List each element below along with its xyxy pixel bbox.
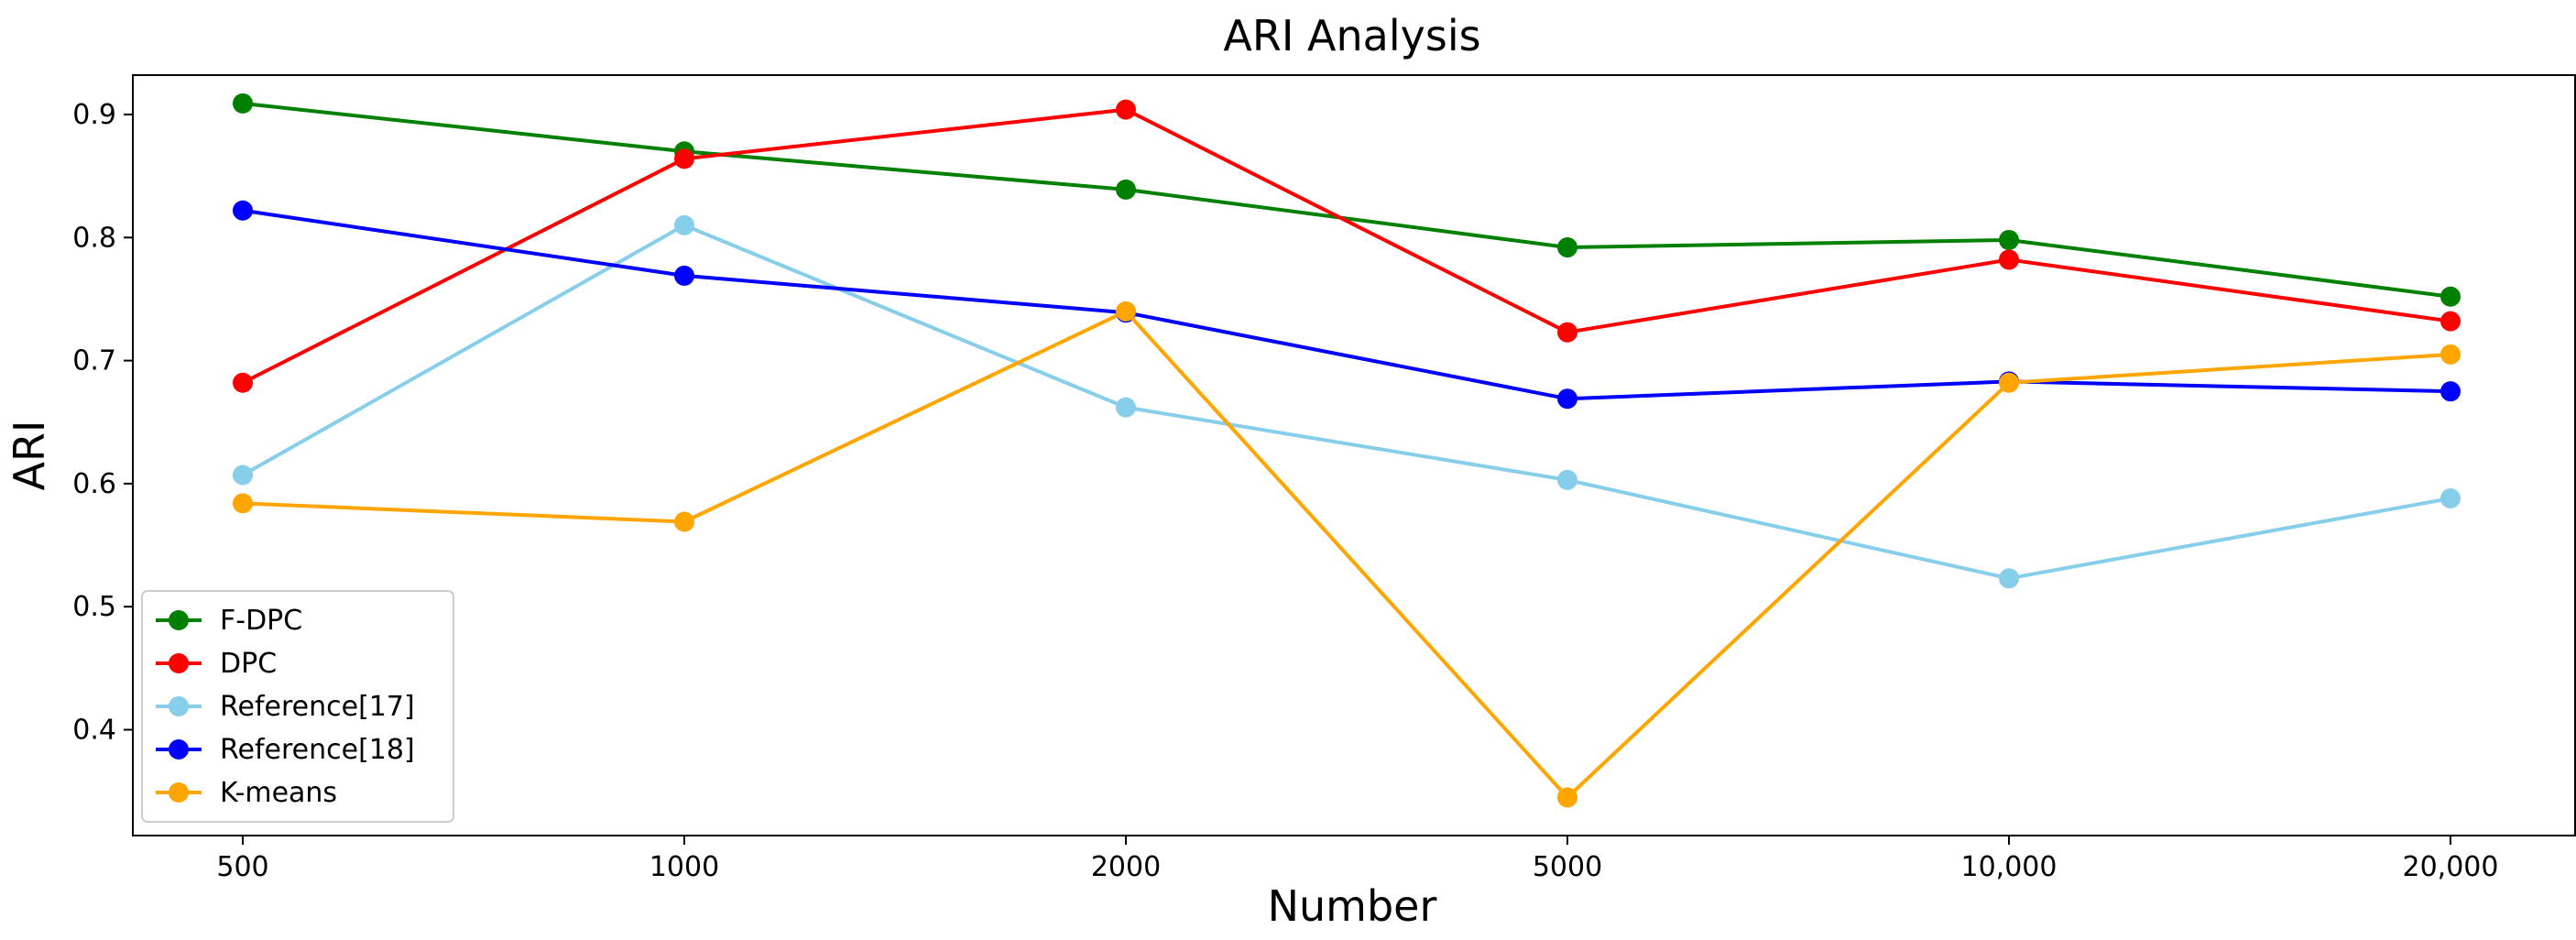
- data-point-dpc: [1999, 249, 2019, 270]
- data-point-f-dpc: [1999, 229, 2019, 250]
- x-axis-label: Number: [1268, 881, 1437, 931]
- data-point-dpc: [1557, 322, 1577, 343]
- y-tick-label: 0.8: [72, 222, 116, 254]
- legend-item-dpc: DPC: [156, 648, 277, 680]
- y-axis: 0.4 0.5 0.6 0.7 0.8 0.9: [72, 99, 133, 746]
- data-point-k-means: [1116, 301, 1136, 322]
- legend: F-DPC DPC Reference[17] Reference[18] K-mean…: [141, 590, 454, 823]
- data-point-reference-17: [1116, 397, 1136, 418]
- plot-area: [132, 74, 2576, 836]
- legend-label: F-DPC: [220, 605, 302, 637]
- legend-label: K-means: [220, 777, 337, 809]
- x-tick-label: 1000: [649, 851, 719, 883]
- data-point-reference-17: [2440, 488, 2461, 509]
- legend-swatch-marker: [169, 696, 189, 716]
- x-tick-label: 20,000: [2403, 851, 2499, 883]
- y-tick-label: 0.5: [72, 591, 116, 623]
- series-dpc: [233, 99, 2461, 393]
- x-tick-label: 5000: [1533, 851, 1602, 883]
- data-point-reference-17: [233, 465, 253, 486]
- y-tick-label: 0.6: [72, 468, 116, 500]
- data-point-k-means: [233, 493, 253, 514]
- data-point-k-means: [1999, 372, 2019, 393]
- legend-label: Reference[18]: [220, 734, 415, 766]
- series-k-means: [233, 301, 2461, 808]
- x-tick-label: 2000: [1091, 851, 1161, 883]
- series-layer: [233, 93, 2461, 808]
- x-tick-label: 10,000: [1961, 851, 2058, 883]
- y-tick-label: 0.4: [72, 714, 116, 746]
- data-point-reference-18: [674, 265, 694, 286]
- data-point-reference-18: [233, 200, 253, 221]
- data-point-dpc: [2440, 311, 2461, 332]
- series-line-reference-18: [242, 208, 2451, 401]
- data-point-f-dpc: [233, 93, 253, 114]
- data-point-reference-18: [2440, 381, 2461, 402]
- data-point-dpc: [233, 372, 253, 393]
- series-reference-18: [233, 200, 2461, 410]
- series-line-dpc: [242, 107, 2451, 385]
- y-axis-label: ARI: [5, 421, 54, 491]
- data-point-k-means: [674, 511, 694, 532]
- chart-title: ARI Analysis: [1223, 11, 1480, 60]
- legend-item-f-dpc: F-DPC: [156, 605, 302, 637]
- series-reference-17: [233, 214, 2461, 589]
- legend-label: DPC: [220, 648, 277, 680]
- legend-item-k-means: K-means: [156, 777, 337, 809]
- series-line-reference-17: [242, 223, 2451, 581]
- legend-item-reference-18: Reference[18]: [156, 734, 415, 766]
- series-f-dpc: [233, 93, 2461, 307]
- series-line-k-means: [242, 309, 2451, 800]
- data-point-reference-17: [1999, 568, 2019, 589]
- data-point-k-means: [1557, 787, 1577, 808]
- x-tick-label: 500: [216, 851, 268, 883]
- data-point-reference-17: [1557, 469, 1577, 490]
- data-point-reference-17: [674, 214, 694, 235]
- legend-label: Reference[17]: [220, 691, 415, 723]
- data-point-reference-18: [1557, 388, 1577, 410]
- y-tick-label: 0.7: [72, 345, 116, 377]
- series-line-f-dpc: [242, 101, 2451, 299]
- data-point-f-dpc: [1116, 179, 1136, 200]
- data-point-f-dpc: [1557, 237, 1577, 258]
- legend-swatch-marker: [169, 739, 189, 760]
- data-point-k-means: [2440, 344, 2461, 365]
- legend-swatch-marker: [169, 653, 189, 673]
- legend-box: [141, 590, 454, 823]
- legend-swatch-marker: [169, 782, 189, 803]
- legend-swatch-marker: [169, 610, 189, 630]
- legend-item-reference-17: Reference[17]: [156, 691, 415, 723]
- data-point-f-dpc: [2440, 286, 2461, 307]
- y-tick-label: 0.9: [72, 99, 116, 131]
- data-point-dpc: [1116, 99, 1136, 120]
- x-axis: 500 1000 2000 5000 10,000 20,000: [216, 836, 2498, 883]
- data-point-dpc: [674, 148, 694, 169]
